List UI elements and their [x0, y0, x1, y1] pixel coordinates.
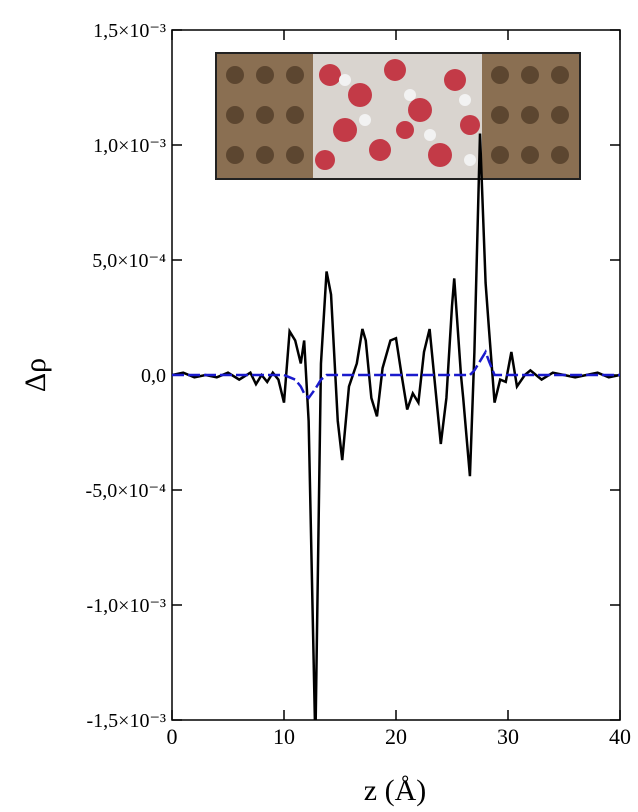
y-tick-label: 1,5×10⁻³ [93, 20, 166, 42]
inset-image [215, 52, 581, 180]
x-tick-label: 40 [609, 724, 631, 749]
y-tick-label: 1,0×10⁻³ [93, 135, 166, 157]
y-tick-label: -1,0×10⁻³ [87, 595, 167, 617]
x-tick-label: 0 [167, 724, 178, 749]
x-tick-label: 30 [497, 724, 519, 749]
y-tick-label: -1,5×10⁻³ [87, 710, 167, 732]
data-line [172, 349, 620, 400]
plot-lines [172, 133, 620, 720]
y-tick-label: 0,0 [141, 365, 166, 387]
y-tick-label: 5,0×10⁻⁴ [92, 250, 166, 272]
x-tick-label: 10 [273, 724, 295, 749]
data-line [172, 133, 620, 720]
y-tick-label: -5,0×10⁻⁴ [86, 480, 166, 502]
y-axis-label: Δρ [19, 358, 52, 392]
x-axis-label: z (Å) [364, 774, 426, 807]
x-tick-label: 20 [385, 724, 407, 749]
